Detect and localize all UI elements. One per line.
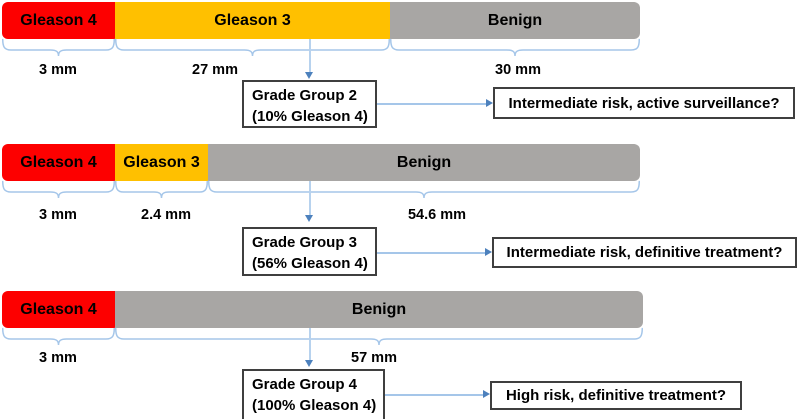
grade-group-box: Grade Group 3 (56% Gleason 4) (242, 227, 377, 276)
length-brace (390, 39, 640, 57)
connector-arrow-line (377, 252, 485, 254)
down-arrowhead-icon (305, 215, 313, 222)
grade-group-line1: Grade Group 3 (252, 234, 358, 251)
right-arrowhead-icon (485, 248, 492, 256)
length-label: 57 mm (351, 350, 397, 366)
length-brace (115, 328, 643, 346)
risk-box: High risk, definitive treatment? (490, 381, 742, 410)
down-arrow-line (309, 181, 311, 216)
connector-arrow-line (385, 394, 483, 396)
down-arrow-line (309, 328, 311, 361)
length-brace (115, 39, 390, 57)
down-arrowhead-icon (305, 360, 313, 367)
length-brace (208, 181, 640, 199)
benign-segment: Benign (208, 144, 640, 181)
grade-group-box: Grade Group 2 (10% Gleason 4) (242, 80, 377, 128)
length-label: 2.4 mm (141, 207, 191, 223)
grade-group-line1: Grade Group 2 (252, 87, 358, 104)
gleason3-segment: Gleason 3 (115, 144, 208, 181)
gleason3-segment: Gleason 3 (115, 2, 390, 39)
length-brace (2, 328, 115, 346)
benign-segment: Benign (390, 2, 640, 39)
length-brace (2, 39, 115, 57)
length-brace (2, 181, 115, 199)
length-label: 3 mm (39, 207, 77, 223)
right-arrowhead-icon (483, 390, 490, 398)
risk-box: Intermediate risk, definitive treatment? (492, 237, 797, 268)
grade-group-line2: (100% Gleason 4) (252, 397, 377, 414)
length-brace (115, 181, 208, 199)
down-arrow-line (309, 39, 311, 73)
right-arrowhead-icon (486, 99, 493, 107)
length-label: 54.6 mm (407, 207, 467, 223)
length-label: 27 mm (192, 62, 238, 78)
benign-segment: Benign (115, 291, 643, 328)
down-arrowhead-icon (305, 72, 313, 79)
connector-arrow-line (377, 103, 486, 105)
length-label: 3 mm (39, 350, 77, 366)
gleason4-segment: Gleason 4 (2, 144, 115, 181)
grade-group-box: Grade Group 4 (100% Gleason 4) (242, 369, 385, 419)
grade-group-line1: Grade Group 4 (252, 376, 358, 393)
grade-group-line2: (56% Gleason 4) (252, 255, 368, 272)
length-label: 30 mm (495, 62, 541, 78)
grade-group-line2: (10% Gleason 4) (252, 108, 368, 125)
risk-box: Intermediate risk, active surveillance? (493, 87, 795, 119)
gleason4-segment: Gleason 4 (2, 2, 115, 39)
length-label: 3 mm (39, 62, 77, 78)
gleason4-segment: Gleason 4 (2, 291, 115, 328)
